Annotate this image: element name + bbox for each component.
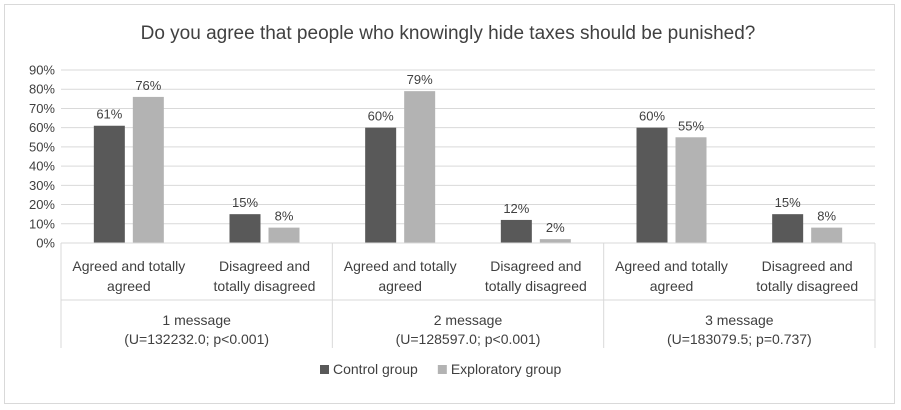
data-label: 12% bbox=[503, 201, 529, 216]
gridlines bbox=[61, 69, 875, 244]
y-tick-label: 50% bbox=[29, 139, 55, 154]
category-label: totally disagreed bbox=[214, 278, 316, 294]
category-label: Disagreed and bbox=[219, 258, 310, 274]
bar bbox=[229, 214, 261, 243]
data-label: 55% bbox=[678, 118, 704, 133]
category-label: agreed bbox=[650, 278, 694, 294]
legend-label: Exploratory group bbox=[451, 361, 562, 377]
y-tick-label: 90% bbox=[29, 63, 55, 78]
x-axis: Agreed and totally agreed Disagreed and tot… bbox=[60, 242, 876, 348]
data-label: 79% bbox=[407, 72, 433, 87]
y-axis-ticks: 0% 10% 20% 30% 40% 50% 60% 70% 80% 90% bbox=[29, 63, 55, 251]
bar bbox=[93, 125, 125, 243]
y-tick-label: 20% bbox=[29, 197, 55, 212]
bar bbox=[132, 96, 164, 244]
group-label: (U=128597.0; p<0.001) bbox=[396, 331, 541, 347]
data-label: 15% bbox=[775, 195, 801, 210]
data-label: 8% bbox=[817, 209, 836, 224]
category-label: totally disagreed bbox=[485, 278, 587, 294]
data-label: 15% bbox=[232, 195, 258, 210]
data-labels: 61% 76% 15% 8% 60% 79% 12% 2% 60% 55% 15% 8% bbox=[96, 72, 836, 235]
category-label: Agreed and totally bbox=[344, 258, 457, 274]
data-label: 60% bbox=[639, 109, 665, 124]
group-label: 1 message bbox=[162, 312, 231, 328]
bar bbox=[772, 214, 804, 243]
legend: Control group Exploratory group bbox=[320, 361, 562, 377]
bar bbox=[539, 239, 571, 243]
legend-swatch bbox=[320, 365, 329, 374]
bar bbox=[500, 219, 532, 243]
group-label: (U=183079.5; p=0.737) bbox=[667, 331, 812, 347]
category-label: totally disagreed bbox=[756, 278, 858, 294]
legend-swatch bbox=[437, 365, 447, 374]
group-label: (U=132232.0; p<0.001) bbox=[124, 331, 269, 347]
data-label: 61% bbox=[96, 107, 122, 122]
category-label: Agreed and totally bbox=[72, 258, 185, 274]
data-label: 8% bbox=[275, 209, 294, 224]
category-label: agreed bbox=[378, 278, 422, 294]
data-label: 60% bbox=[368, 109, 394, 124]
y-tick-label: 0% bbox=[36, 236, 55, 251]
category-label: agreed bbox=[107, 278, 151, 294]
y-tick-label: 80% bbox=[29, 82, 55, 97]
y-tick-label: 70% bbox=[29, 101, 55, 116]
bar bbox=[636, 127, 668, 243]
bars bbox=[93, 91, 843, 244]
bar bbox=[675, 137, 707, 243]
data-label: 76% bbox=[135, 78, 161, 93]
y-tick-label: 60% bbox=[29, 120, 55, 135]
bar bbox=[404, 91, 436, 244]
bar bbox=[811, 227, 843, 243]
group-label: 2 message bbox=[434, 312, 503, 328]
y-tick-label: 30% bbox=[29, 178, 55, 193]
y-tick-label: 40% bbox=[29, 159, 55, 174]
category-label: Disagreed and bbox=[762, 258, 853, 274]
legend-label: Control group bbox=[333, 361, 418, 377]
category-label: Agreed and totally bbox=[615, 258, 728, 274]
y-tick-label: 10% bbox=[29, 216, 55, 231]
data-label: 2% bbox=[546, 220, 565, 235]
bar bbox=[268, 227, 300, 243]
bar bbox=[365, 127, 397, 243]
chart-title: Do you agree that people who knowingly h… bbox=[141, 23, 756, 44]
category-label: Disagreed and bbox=[490, 258, 581, 274]
group-label: 3 message bbox=[705, 312, 774, 328]
